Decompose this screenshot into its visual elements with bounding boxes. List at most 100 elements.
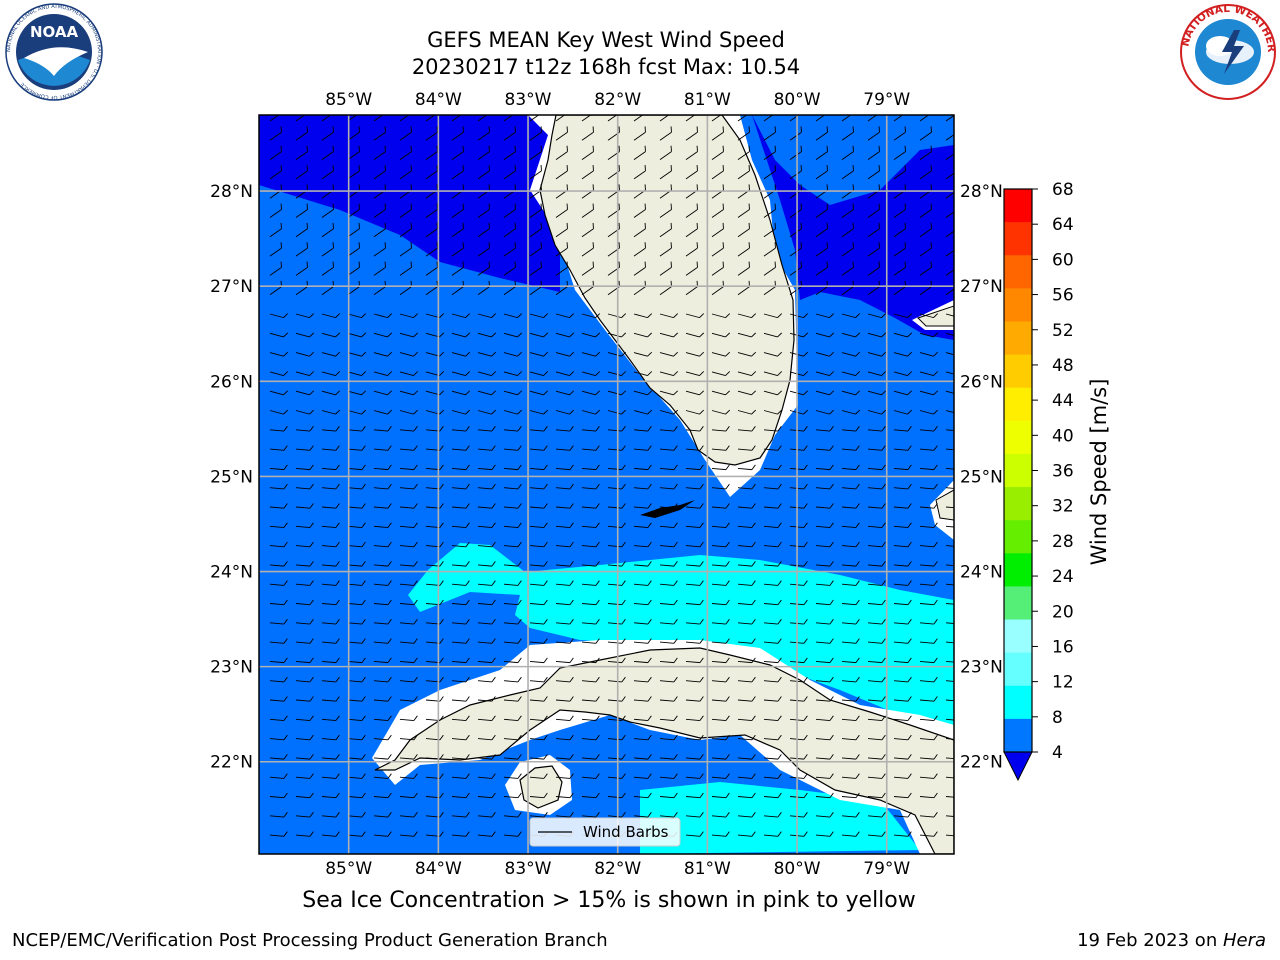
wind-barb xyxy=(763,522,782,528)
wind-barb xyxy=(581,426,600,432)
wind-barb xyxy=(633,445,652,451)
wind-barb xyxy=(919,831,938,837)
wind-barb xyxy=(841,638,860,644)
wind-barb xyxy=(581,541,600,548)
wind-barb xyxy=(581,657,600,664)
wind-barb xyxy=(373,351,393,357)
wind-barb xyxy=(399,445,418,451)
wind-barb xyxy=(711,580,730,586)
wind-barb xyxy=(399,409,419,415)
wind-barb xyxy=(737,351,757,357)
wind-barb xyxy=(451,657,470,664)
wind-barb xyxy=(581,115,594,122)
wind-barb xyxy=(815,464,834,471)
wind-barb xyxy=(425,126,438,141)
wind-barb xyxy=(737,599,756,606)
wind-barb xyxy=(685,126,698,141)
wind-barb xyxy=(867,812,886,818)
wind-barb xyxy=(529,638,548,644)
wind-barb xyxy=(633,261,646,276)
lon-label: 80°W xyxy=(774,859,821,879)
colorbar-tick-label: 28 xyxy=(1052,532,1074,552)
wind-barb xyxy=(737,483,756,490)
wind-barb xyxy=(893,115,906,122)
wind-barb xyxy=(347,409,367,415)
wind-barb xyxy=(919,165,932,180)
wind-barb xyxy=(581,715,600,721)
wind-barb xyxy=(503,696,522,702)
wind-barb xyxy=(373,619,392,625)
wind-barb xyxy=(893,203,906,218)
wind-barb xyxy=(269,619,288,625)
wind-barb xyxy=(841,619,860,625)
wind-barb xyxy=(295,351,315,357)
wind-barb xyxy=(815,676,834,683)
wind-barb xyxy=(945,525,954,528)
wind-barb xyxy=(399,371,419,376)
wind-barb xyxy=(399,541,418,548)
wind-barb xyxy=(945,390,954,396)
wind-barb xyxy=(685,351,705,357)
wind-barb xyxy=(763,483,782,490)
wind-barb xyxy=(685,773,704,779)
wind-barb xyxy=(607,332,627,338)
wind-barb xyxy=(451,261,464,276)
wind-barb xyxy=(737,445,756,451)
wind-barb xyxy=(555,313,575,319)
wind-barb xyxy=(269,126,282,141)
wind-barb xyxy=(659,599,678,606)
wind-barb xyxy=(893,599,912,606)
lat-label: 26°N xyxy=(210,372,253,392)
wind-barb xyxy=(841,203,854,218)
wind-barb xyxy=(347,773,366,779)
wind-barb xyxy=(477,599,496,606)
wind-barb xyxy=(347,261,360,276)
wind-barb xyxy=(451,773,470,779)
wind-barb xyxy=(451,115,464,122)
wind-barb xyxy=(685,222,698,238)
wind-barb xyxy=(633,638,652,644)
wind-barb xyxy=(373,715,392,721)
wind-barb xyxy=(633,541,652,548)
wind-barb xyxy=(503,754,522,760)
wind-barb xyxy=(893,261,906,276)
wind-barb xyxy=(685,812,704,818)
wind-barb xyxy=(945,371,954,376)
wind-barb xyxy=(711,242,724,257)
wind-barb xyxy=(737,115,750,122)
wind-barb xyxy=(529,541,548,548)
wind-barb xyxy=(945,583,954,586)
wind-barb xyxy=(763,390,783,396)
wind-barb xyxy=(451,445,470,451)
wind-barb xyxy=(503,812,522,818)
wind-barb xyxy=(815,773,834,779)
wind-barb xyxy=(659,792,678,799)
wind-barb xyxy=(685,561,704,567)
wind-barb xyxy=(711,203,724,218)
wind-barb xyxy=(503,332,523,338)
wind-barb xyxy=(269,203,282,218)
wind-barb xyxy=(815,599,834,606)
wind-barb xyxy=(503,126,516,141)
wind-barb xyxy=(529,754,548,760)
colorbar-under-arrow xyxy=(1003,751,1033,782)
wind-barb xyxy=(659,541,678,548)
wind-barb xyxy=(581,261,594,276)
wind-barb xyxy=(425,222,438,238)
wind-barb xyxy=(321,657,340,664)
wind-barb xyxy=(295,371,315,376)
wind-barb xyxy=(919,561,938,567)
map-frame xyxy=(258,114,955,855)
wind-barb xyxy=(685,580,704,586)
wind-barb xyxy=(399,126,412,141)
wind-barb xyxy=(555,619,574,625)
colorbar-segment xyxy=(1004,619,1032,654)
wind-barb xyxy=(841,561,860,567)
wind-barb xyxy=(321,812,340,818)
wind-barb xyxy=(529,115,542,122)
wind-barb xyxy=(295,561,314,567)
wind-barb xyxy=(685,242,698,257)
wind-barb xyxy=(269,599,288,606)
wind-barb xyxy=(633,126,646,141)
wind-barb xyxy=(347,165,360,180)
